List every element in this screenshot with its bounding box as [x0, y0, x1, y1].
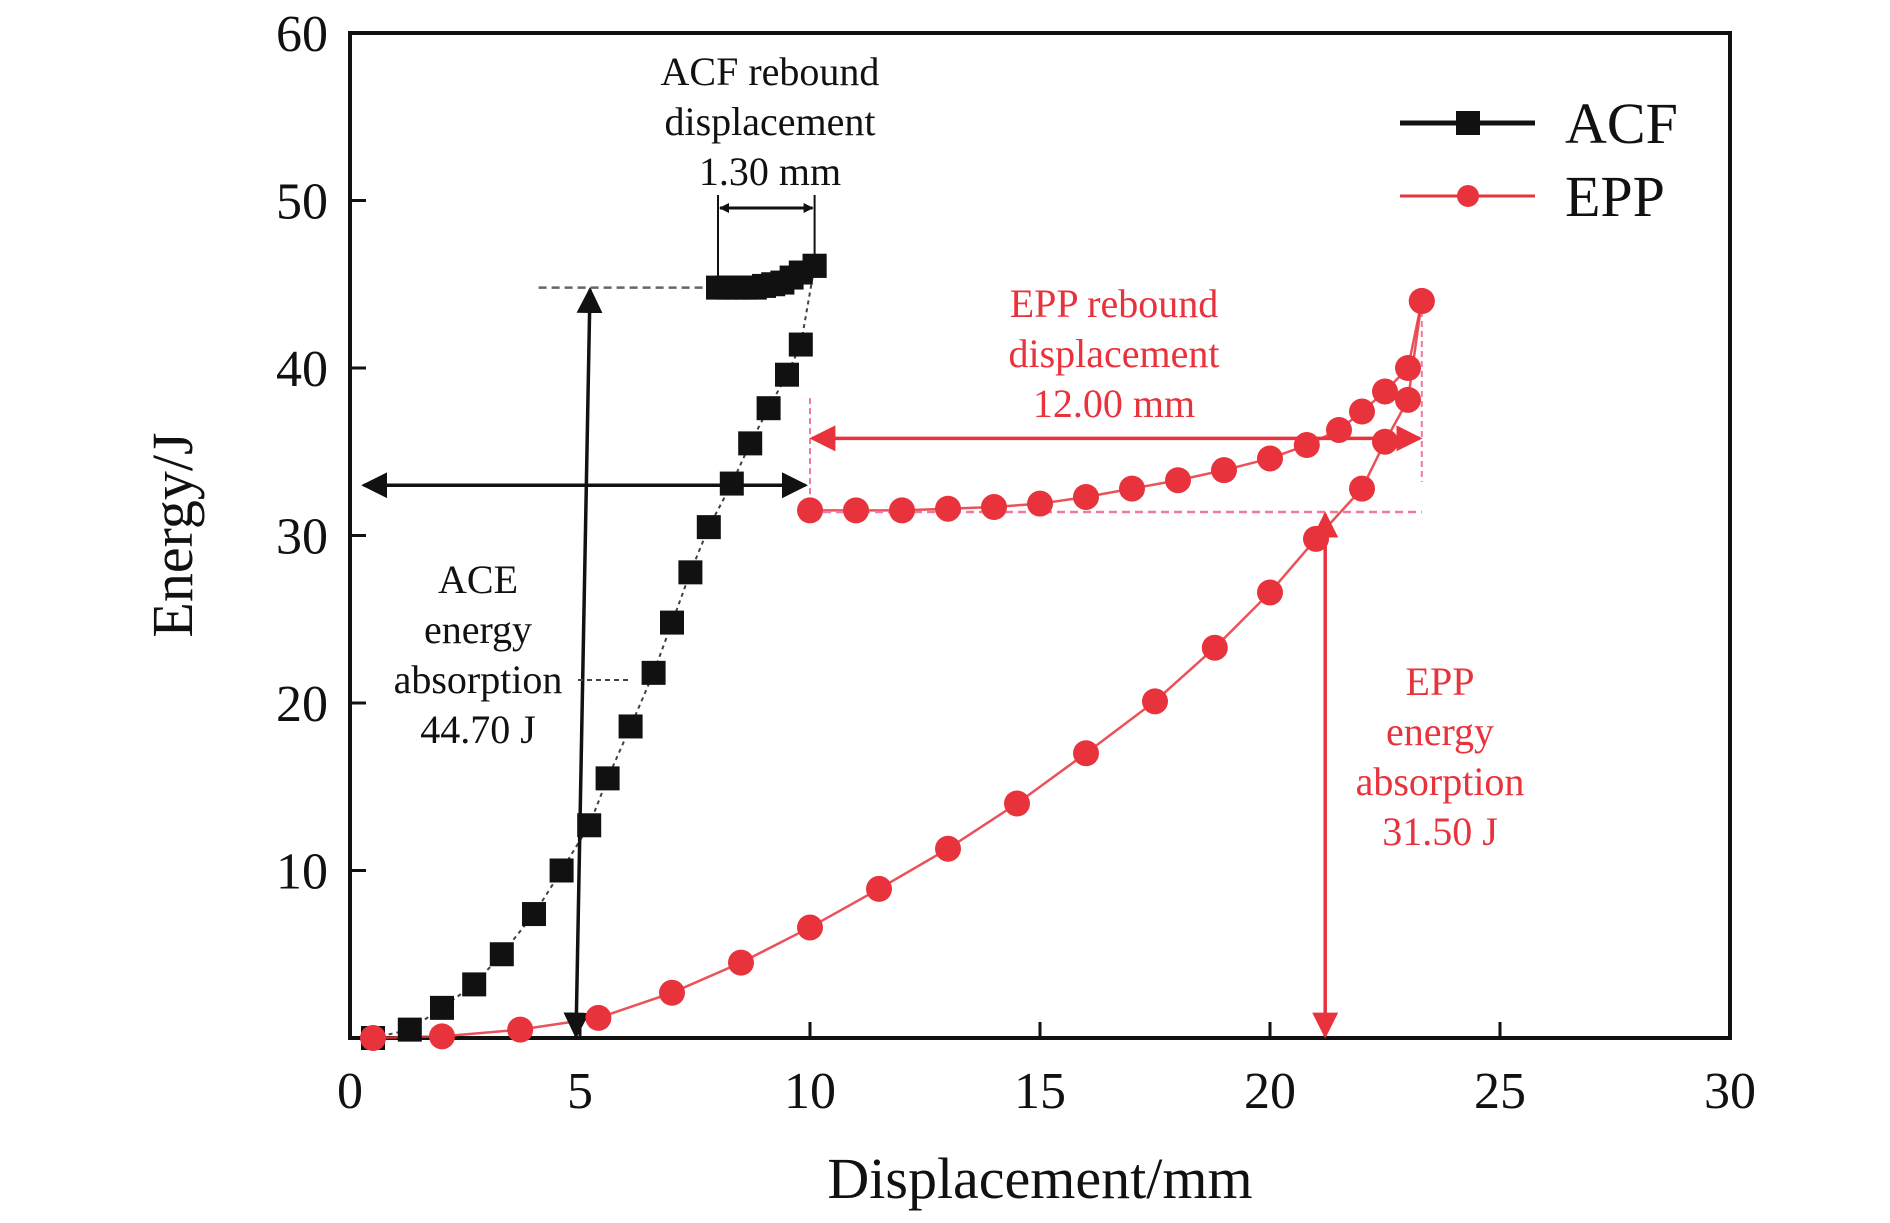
epp-loading-point	[1303, 525, 1329, 552]
epp-loading-point	[1395, 386, 1421, 413]
legend-marker-acf	[1456, 111, 1480, 135]
epp-unloading-point	[889, 497, 915, 524]
epp-loading-point	[429, 1023, 455, 1050]
x-tick-label: 0	[337, 1063, 363, 1120]
series-markers	[360, 253, 1435, 1051]
epp-unloading-point	[1326, 416, 1352, 443]
acf-loading-point	[696, 515, 721, 540]
epp-rebound-label-line-0: EPP rebound	[1010, 281, 1219, 326]
annotation-layer: ACF rebound displacement 1.30 mm ACE energy a…	[361, 49, 1525, 1039]
epp-loading-point	[1372, 428, 1398, 455]
acf-loading-point	[618, 714, 643, 739]
epp-loading-point	[866, 875, 892, 902]
epp-absorption-label-line-0: EPP	[1406, 659, 1475, 704]
epp-unloading-point	[1073, 483, 1099, 510]
acf-loading-point	[641, 660, 666, 685]
epp-loading-point	[360, 1025, 386, 1051]
epp-unloading-point	[1119, 475, 1145, 502]
y-tick-label: 20	[276, 676, 328, 733]
x-tick-label: 5	[567, 1063, 593, 1120]
epp-loading-point	[1142, 688, 1168, 715]
acf-loading-point	[489, 942, 514, 967]
y-tick-label: 30	[276, 509, 328, 566]
acf-rebound-label-line-2: 1.30 mm	[699, 149, 841, 194]
acf-loading-point	[775, 362, 799, 387]
acf-absorption-label-line-0: ACE	[438, 557, 518, 602]
acf-absorption-arrow	[563, 287, 603, 1039]
epp-loading-point	[1349, 475, 1375, 502]
acf-absorption-label-line-1: energy	[424, 607, 532, 652]
acf-loading-point	[595, 766, 620, 791]
axis-ticks: 0 5 10 15 20 25 30 10 20 30 40 50 60	[276, 6, 1756, 1120]
acf-loading-point	[719, 471, 744, 496]
epp-loading-point	[507, 1016, 534, 1043]
y-tick-label: 40	[276, 341, 328, 398]
acf-unloading-point	[802, 253, 827, 278]
x-axis-title: Displacement/mm	[827, 1146, 1252, 1211]
y-tick-label: 10	[276, 844, 328, 901]
epp-rebound-label-line-1: displacement	[1008, 331, 1219, 376]
y-axis-title: Energy/J	[140, 432, 205, 637]
epp-unloading-point	[1211, 457, 1237, 484]
acf-absorption-label-line-3: 44.70 J	[420, 707, 536, 752]
x-tick-label: 25	[1474, 1063, 1526, 1120]
acf-absorption-label-bg	[378, 552, 578, 752]
epp-loading-point	[728, 949, 754, 976]
epp-absorption-label-line-1: energy	[1386, 709, 1494, 754]
epp-rebound-label-line-2: 12.00 mm	[1033, 381, 1195, 426]
epp-loading-point	[1201, 634, 1228, 661]
epp-unloading-point	[1165, 467, 1191, 494]
epp-absorption-label-line-3: 31.50 J	[1382, 809, 1498, 854]
acf-loading-point	[462, 972, 487, 997]
acf-loading-point	[738, 431, 763, 456]
y-tick-label: 60	[276, 6, 328, 63]
epp-loading-point	[935, 835, 961, 862]
acf-loading-point	[397, 1017, 422, 1042]
epp-unloading-point	[1408, 288, 1435, 314]
x-tick-label: 10	[784, 1063, 836, 1120]
acf-absorption-label-line-2: absorption	[394, 657, 563, 702]
epp-absorption-label-line-2: absorption	[1356, 759, 1525, 804]
x-tick-label: 15	[1014, 1063, 1066, 1120]
epp-unloading-point	[1372, 378, 1398, 405]
epp-loading-point	[1257, 579, 1283, 606]
x-tick-label: 30	[1704, 1063, 1756, 1120]
epp-unloading-point	[1257, 445, 1283, 472]
acf-rebound-label-line-0: ACF rebound	[661, 49, 880, 94]
acf-loading-point	[522, 902, 546, 927]
epp-loading-point	[1073, 740, 1099, 767]
acf-loading-point	[430, 995, 454, 1020]
acf-loading-point	[577, 813, 602, 838]
epp-unloading-point	[1349, 398, 1375, 425]
plot-frame	[348, 31, 1732, 1040]
epp-unloading-point	[981, 494, 1007, 521]
legend-label-epp: EPP	[1565, 164, 1665, 229]
epp-loading-point	[1004, 790, 1030, 817]
acf-loading-point	[549, 858, 574, 883]
epp-unloading-point	[843, 497, 869, 524]
epp-unloading-point	[935, 495, 961, 522]
legend-marker-epp	[1457, 185, 1479, 207]
acf-loading-point	[678, 560, 703, 585]
acf-rebound-label-line-1: displacement	[664, 99, 875, 144]
y-tick-label: 50	[276, 174, 328, 231]
acf-loading-point	[788, 332, 813, 357]
epp-unloading-point	[1027, 490, 1053, 517]
acf-loading-point	[756, 396, 781, 421]
acf-loading-point	[660, 610, 684, 635]
epp-unloading-point	[1293, 432, 1320, 459]
epp-unloading-point	[797, 497, 823, 524]
epp-loading-point	[585, 1004, 612, 1031]
epp-loading-point	[797, 914, 823, 941]
legend: ACF EPP	[1400, 91, 1678, 229]
epp-loading-point	[659, 979, 685, 1006]
x-tick-label: 20	[1244, 1063, 1296, 1120]
legend-label-acf: ACF	[1565, 91, 1678, 156]
epp-unloading-point	[1395, 355, 1421, 381]
